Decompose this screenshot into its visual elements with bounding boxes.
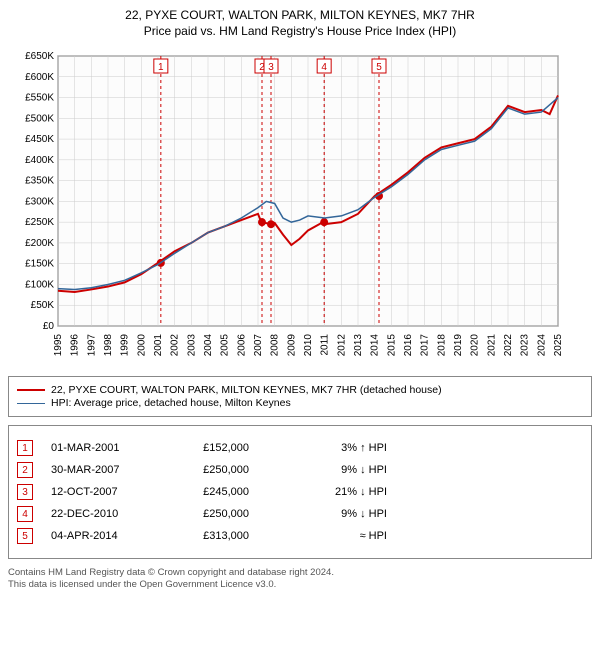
legend-row: 22, PYXE COURT, WALTON PARK, MILTON KEYN… [17, 384, 583, 396]
svg-text:2001: 2001 [153, 334, 164, 357]
svg-text:1: 1 [158, 62, 164, 73]
sale-row: 1 01-MAR-2001 £152,000 3% ↑ HPI [17, 440, 583, 456]
sale-date: 04-APR-2014 [51, 530, 151, 542]
legend-label: HPI: Average price, detached house, Milt… [51, 397, 291, 409]
svg-text:2004: 2004 [203, 334, 214, 357]
svg-text:1996: 1996 [70, 334, 81, 357]
svg-text:2008: 2008 [270, 334, 281, 357]
svg-text:£100K: £100K [25, 279, 54, 290]
svg-text:£350K: £350K [25, 176, 54, 187]
sale-price: £250,000 [169, 508, 249, 520]
svg-text:2019: 2019 [453, 334, 464, 357]
sale-number: 2 [17, 462, 33, 478]
sale-price: £152,000 [169, 442, 249, 454]
legend-row: HPI: Average price, detached house, Milt… [17, 397, 583, 409]
sale-diff: ≈ HPI [267, 530, 387, 542]
sale-date: 12-OCT-2007 [51, 486, 151, 498]
legend-swatch [17, 403, 45, 404]
sale-row: 5 04-APR-2014 £313,000 ≈ HPI [17, 528, 583, 544]
svg-text:1999: 1999 [120, 334, 131, 357]
sale-number: 4 [17, 506, 33, 522]
page-subtitle: Price paid vs. HM Land Registry's House … [8, 24, 592, 38]
svg-text:£250K: £250K [25, 217, 54, 228]
svg-text:2020: 2020 [470, 334, 481, 357]
svg-text:2009: 2009 [286, 334, 297, 357]
footer: Contains HM Land Registry data © Crown c… [8, 567, 592, 592]
legend: 22, PYXE COURT, WALTON PARK, MILTON KEYN… [8, 376, 592, 417]
svg-text:£650K: £650K [25, 51, 54, 62]
svg-text:2018: 2018 [436, 334, 447, 357]
svg-text:£450K: £450K [25, 134, 54, 145]
svg-text:1995: 1995 [53, 334, 64, 357]
sale-row: 4 22-DEC-2010 £250,000 9% ↓ HPI [17, 506, 583, 522]
svg-text:2006: 2006 [236, 334, 247, 357]
svg-text:4: 4 [321, 62, 327, 73]
svg-text:£550K: £550K [25, 93, 54, 104]
sale-diff: 9% ↓ HPI [267, 464, 387, 476]
chart-svg: £0 £50K £100K £150K £200K £250K £300K £350K £400… [8, 46, 568, 366]
svg-text:2007: 2007 [253, 334, 264, 357]
svg-text:£400K: £400K [25, 155, 54, 166]
svg-text:2000: 2000 [136, 334, 147, 357]
sale-row: 2 30-MAR-2007 £250,000 9% ↓ HPI [17, 462, 583, 478]
svg-text:2024: 2024 [536, 334, 547, 357]
sale-date: 30-MAR-2007 [51, 464, 151, 476]
svg-text:2015: 2015 [386, 334, 397, 357]
sale-price: £245,000 [169, 486, 249, 498]
svg-text:£500K: £500K [25, 113, 54, 124]
svg-text:2023: 2023 [520, 334, 531, 357]
sale-number: 3 [17, 484, 33, 500]
svg-text:2017: 2017 [420, 334, 431, 357]
footer-copyright: Contains HM Land Registry data © Crown c… [8, 567, 592, 579]
svg-text:3: 3 [268, 62, 274, 73]
svg-text:2011: 2011 [320, 334, 331, 356]
svg-text:2012: 2012 [336, 334, 347, 357]
svg-text:2013: 2013 [353, 334, 364, 357]
svg-text:2014: 2014 [370, 334, 381, 357]
svg-text:2005: 2005 [220, 334, 231, 357]
svg-text:£200K: £200K [25, 238, 54, 249]
legend-label: 22, PYXE COURT, WALTON PARK, MILTON KEYN… [51, 384, 442, 396]
sale-diff: 9% ↓ HPI [267, 508, 387, 520]
page-title: 22, PYXE COURT, WALTON PARK, MILTON KEYN… [8, 8, 592, 22]
svg-text:1998: 1998 [103, 334, 114, 357]
svg-text:£0: £0 [43, 321, 55, 332]
sale-price: £250,000 [169, 464, 249, 476]
sale-price: £313,000 [169, 530, 249, 542]
sale-row: 3 12-OCT-2007 £245,000 21% ↓ HPI [17, 484, 583, 500]
sale-number: 5 [17, 528, 33, 544]
svg-text:£300K: £300K [25, 196, 54, 207]
legend-swatch [17, 389, 45, 391]
price-chart: £0 £50K £100K £150K £200K £250K £300K £350K £400… [8, 46, 592, 366]
svg-text:2025: 2025 [553, 334, 564, 357]
sale-date: 01-MAR-2001 [51, 442, 151, 454]
sale-diff: 21% ↓ HPI [267, 486, 387, 498]
footer-licence: This data is licensed under the Open Gov… [8, 579, 592, 591]
svg-text:2016: 2016 [403, 334, 414, 357]
svg-text:2010: 2010 [303, 334, 314, 357]
sale-number: 1 [17, 440, 33, 456]
svg-text:2022: 2022 [503, 334, 514, 357]
svg-text:2021: 2021 [486, 334, 497, 357]
svg-text:£50K: £50K [31, 300, 55, 311]
svg-text:£150K: £150K [25, 259, 54, 270]
svg-text:5: 5 [376, 62, 382, 73]
svg-text:1997: 1997 [86, 334, 97, 357]
svg-text:2002: 2002 [170, 334, 181, 357]
svg-text:£600K: £600K [25, 72, 54, 83]
sale-diff: 3% ↑ HPI [267, 442, 387, 454]
sale-date: 22-DEC-2010 [51, 508, 151, 520]
sales-table: 1 01-MAR-2001 £152,000 3% ↑ HPI 2 30-MAR-2007… [8, 425, 592, 559]
svg-text:2003: 2003 [186, 334, 197, 357]
